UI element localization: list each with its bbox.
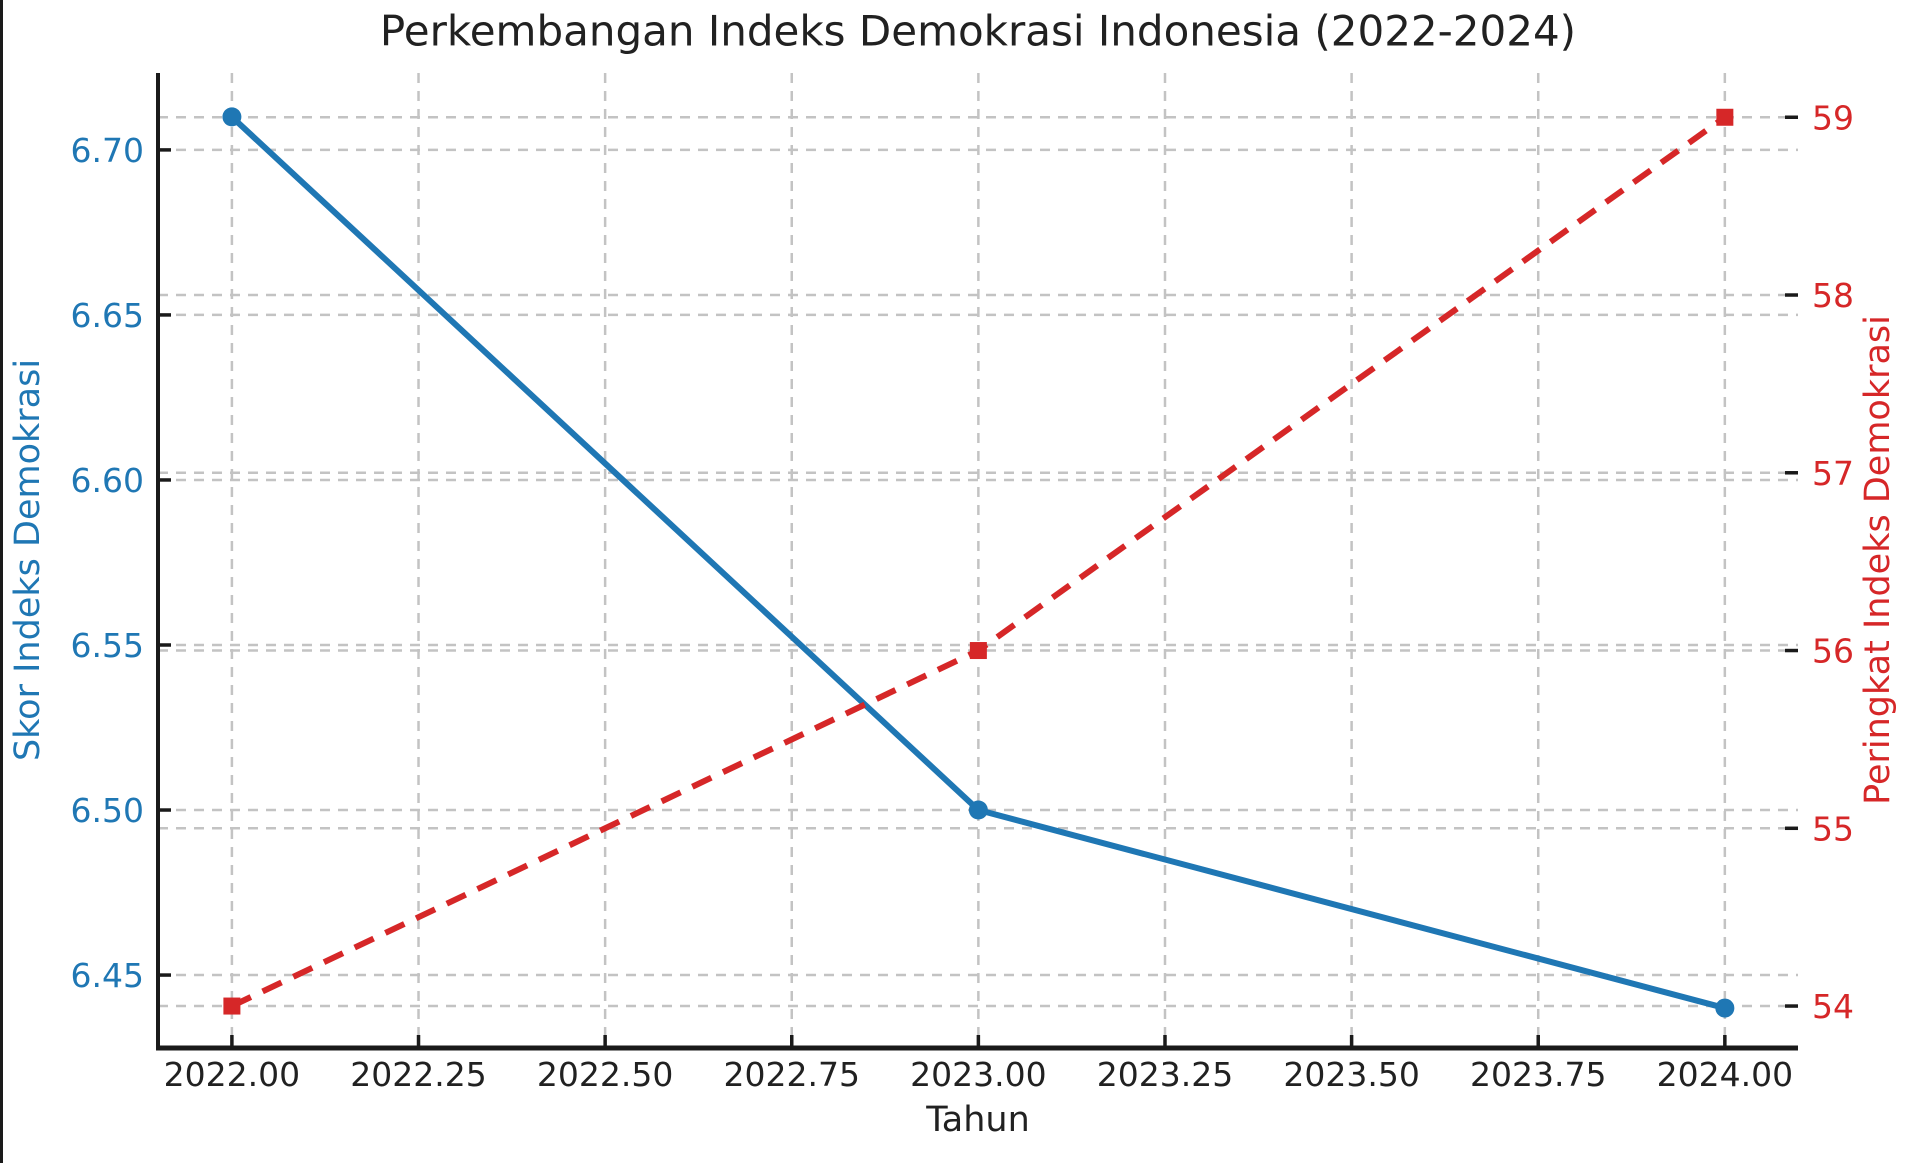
x-tick-label: 2023.25 bbox=[1097, 1055, 1233, 1094]
y-tick-label-left: 6.65 bbox=[71, 296, 144, 335]
x-tick-label: 2022.00 bbox=[164, 1055, 300, 1094]
y-tick-label-right: 57 bbox=[1812, 454, 1854, 493]
x-tick-label: 2024.00 bbox=[1657, 1055, 1793, 1094]
y-axis-label-left: Skor Indeks Demokrasi bbox=[8, 358, 48, 762]
data-point-marker-circle bbox=[1715, 998, 1735, 1018]
y-axis-label-right: Peringkat Indeks Demokrasi bbox=[1858, 315, 1898, 805]
y-tick-label-left: 6.70 bbox=[71, 131, 144, 170]
x-tick-label: 2022.75 bbox=[724, 1055, 860, 1094]
x-tick-label: 2022.25 bbox=[350, 1055, 486, 1094]
y-tick-label-left: 6.60 bbox=[71, 461, 144, 500]
window-left-border bbox=[0, 0, 3, 1163]
x-tick-label: 2023.00 bbox=[910, 1055, 1046, 1094]
y-tick-label-right: 54 bbox=[1812, 987, 1854, 1026]
y-tick-label-right: 55 bbox=[1812, 809, 1854, 848]
x-tick-label: 2023.50 bbox=[1283, 1055, 1419, 1094]
x-tick-label: 2023.75 bbox=[1470, 1055, 1606, 1094]
y-tick-label-right: 59 bbox=[1812, 98, 1854, 137]
y-tick-label-left: 6.55 bbox=[71, 626, 144, 665]
data-point-marker-square bbox=[969, 642, 987, 660]
data-point-marker-circle bbox=[968, 800, 988, 820]
y-tick-label-right: 56 bbox=[1812, 632, 1854, 671]
data-point-marker-square bbox=[1716, 108, 1734, 126]
y-tick-label-right: 58 bbox=[1812, 276, 1854, 315]
y-tick-label-left: 6.45 bbox=[71, 956, 144, 995]
data-point-marker-square bbox=[223, 997, 241, 1015]
x-axis-label: Tahun bbox=[926, 1100, 1030, 1140]
x-tick-label: 2022.50 bbox=[537, 1055, 673, 1094]
y-tick-label-left: 6.50 bbox=[71, 791, 144, 830]
data-point-marker-circle bbox=[222, 107, 242, 127]
chart-title: Perkembangan Indeks Demokrasi Indonesia … bbox=[379, 6, 1577, 56]
